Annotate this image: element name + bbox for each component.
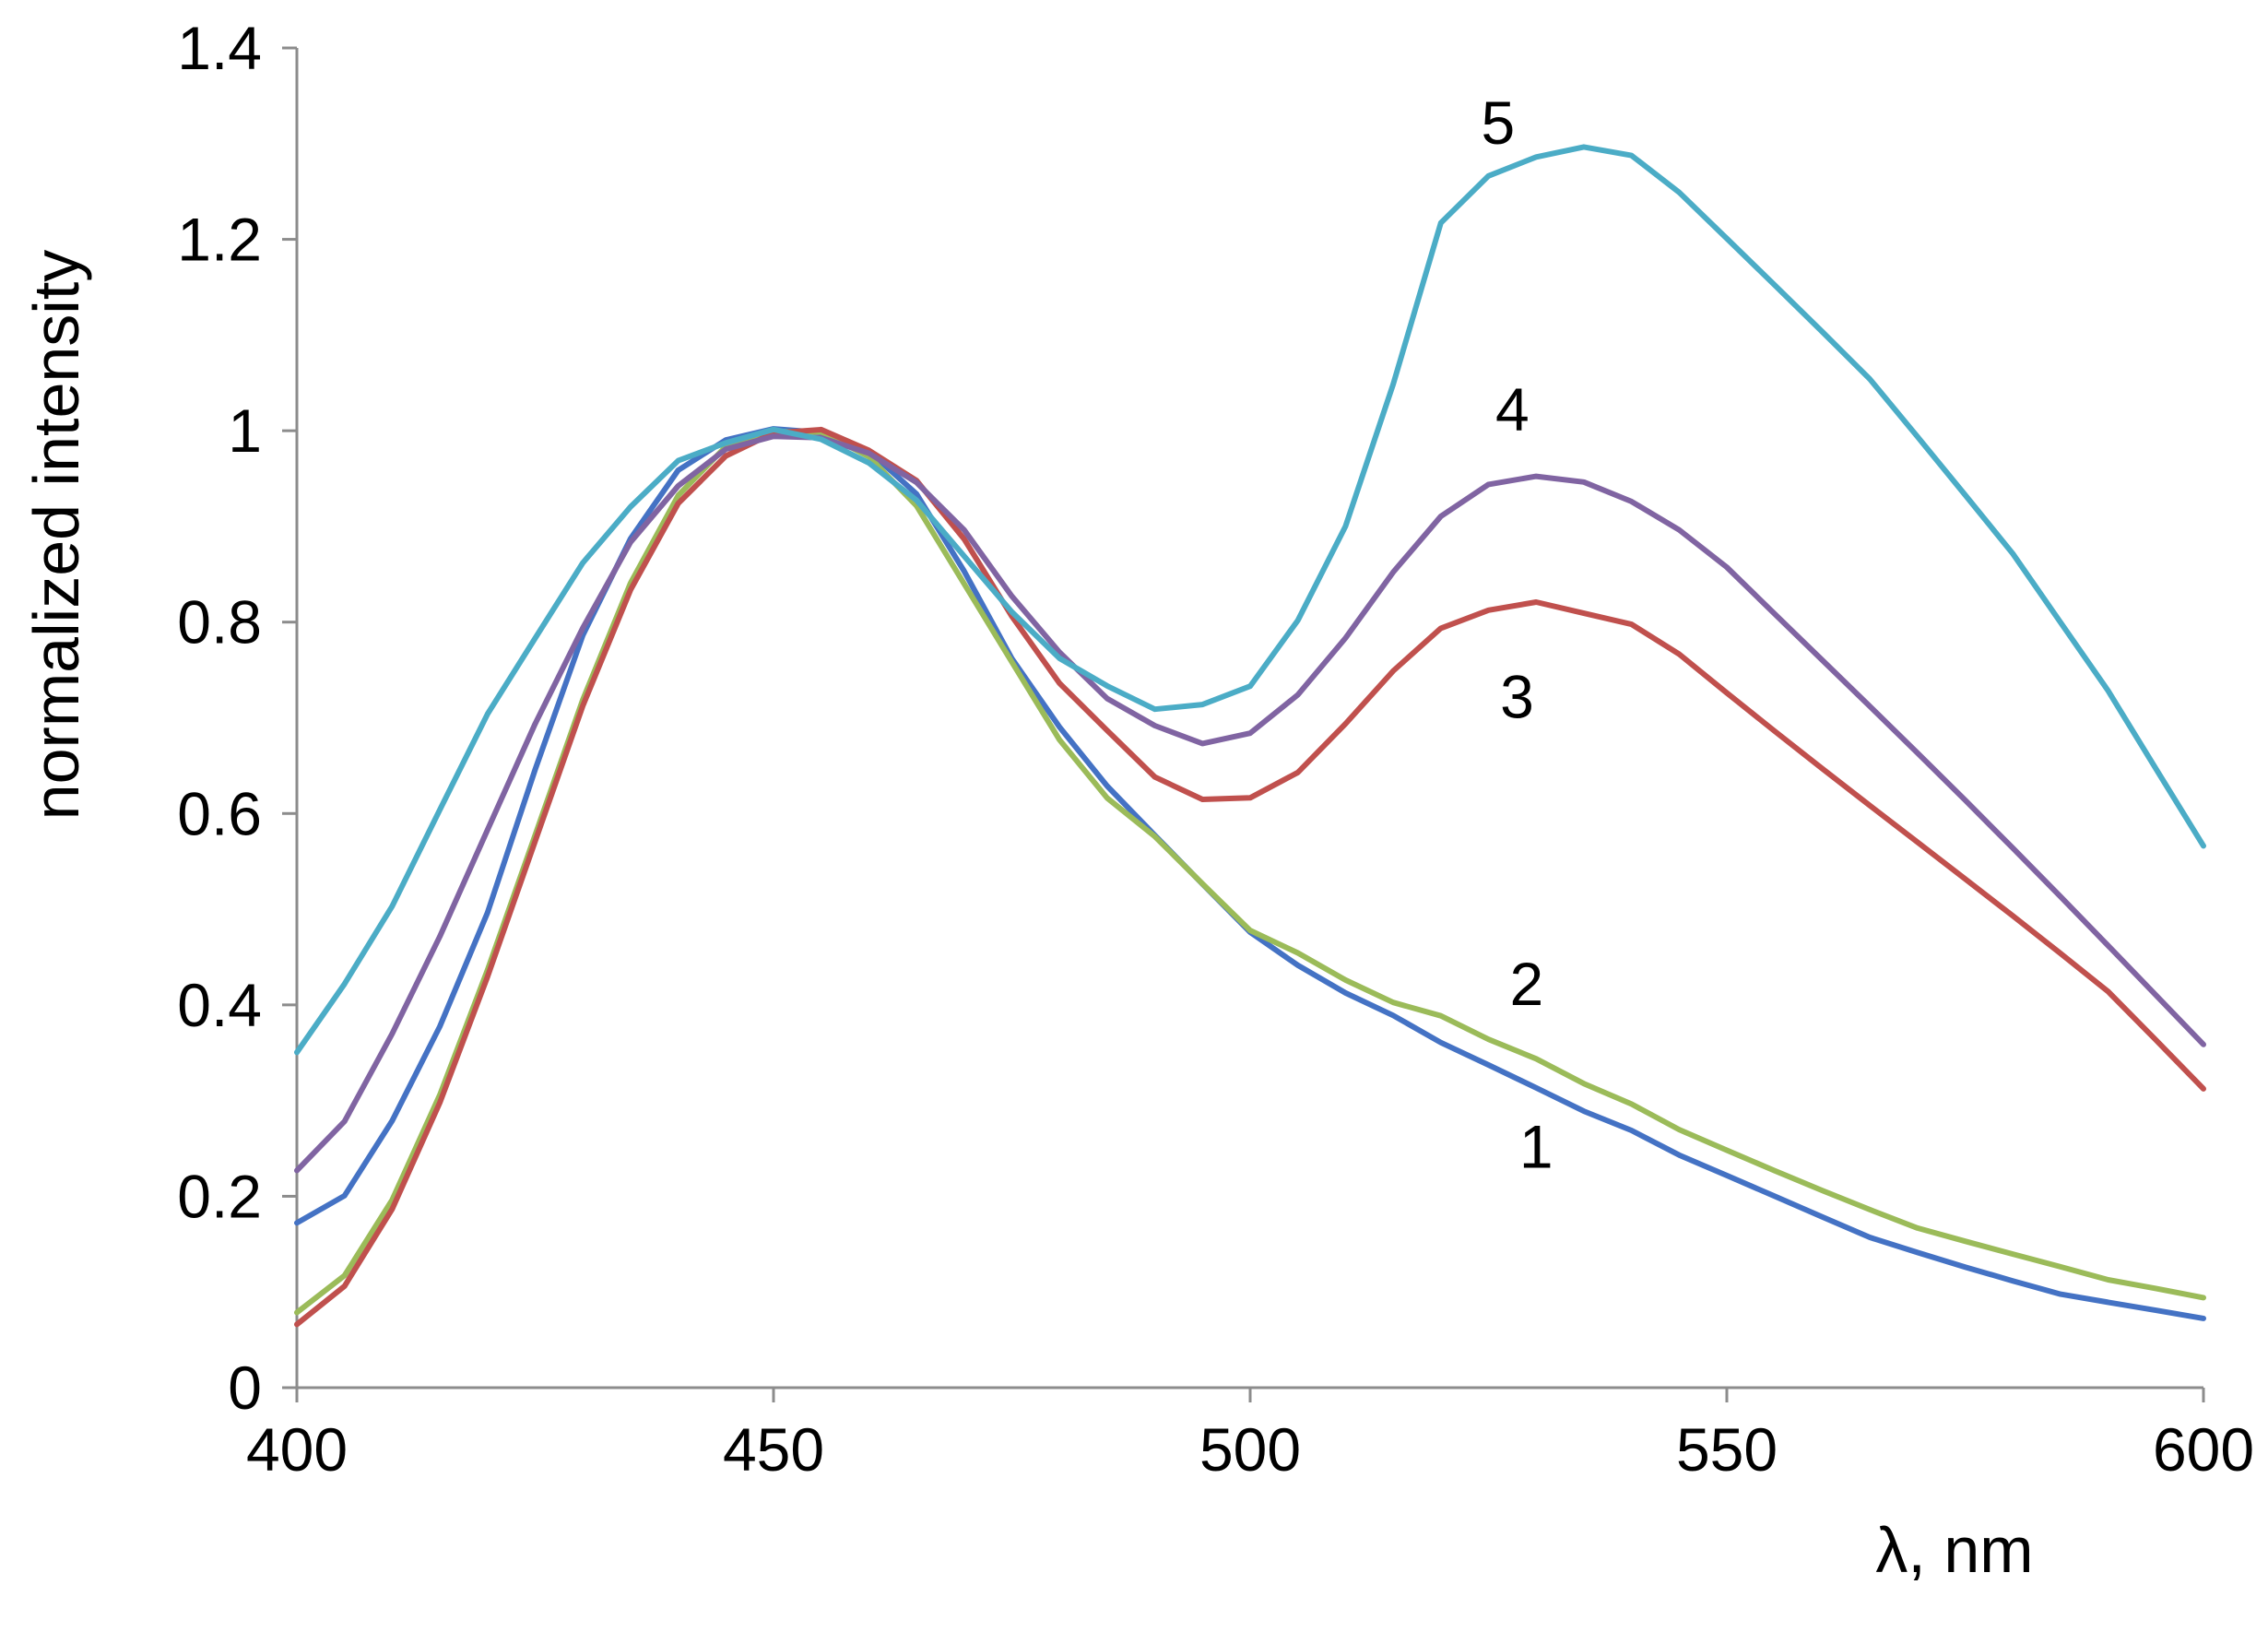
curve-label-2: 2 xyxy=(1510,950,1544,1018)
curve-label-1: 1 xyxy=(1519,1112,1553,1180)
y-tick-label: 0.4 xyxy=(177,971,262,1039)
y-tick-label: 1 xyxy=(228,396,262,465)
y-tick-label: 0.8 xyxy=(177,588,262,656)
plot-lines xyxy=(294,144,2206,1328)
y-tick-label: 1.2 xyxy=(177,206,262,274)
curve-label-4: 4 xyxy=(1495,375,1530,443)
y-tick-label: 1.4 xyxy=(177,14,262,82)
y-tick-label: 0 xyxy=(228,1354,262,1422)
x-tick-label: 600 xyxy=(2153,1415,2254,1484)
curve-label-3: 3 xyxy=(1500,663,1534,731)
y-tick-label: 0.6 xyxy=(177,779,262,847)
x-tick-label: 400 xyxy=(246,1415,348,1484)
x-axis-title: λ, nm xyxy=(1875,1514,2033,1586)
y-axis-title: normalized intensity xyxy=(20,250,92,821)
x-tick-label: 550 xyxy=(1676,1415,1778,1484)
curve-labels: 1 2 3 4 5 xyxy=(1481,89,1553,1181)
x-tick-label: 450 xyxy=(723,1415,824,1484)
axes: 0 0.2 0.4 0.6 0.8 1 1.2 1.4 400 450 500 550 600 xyxy=(177,14,2254,1484)
series-line-5 xyxy=(294,144,2206,1056)
y-tick-label: 0.2 xyxy=(177,1162,262,1230)
x-tick-label: 500 xyxy=(1199,1415,1301,1484)
series-line-3 xyxy=(294,426,2206,1328)
curve-label-5: 5 xyxy=(1481,89,1515,157)
series-line-4 xyxy=(294,433,2206,1174)
